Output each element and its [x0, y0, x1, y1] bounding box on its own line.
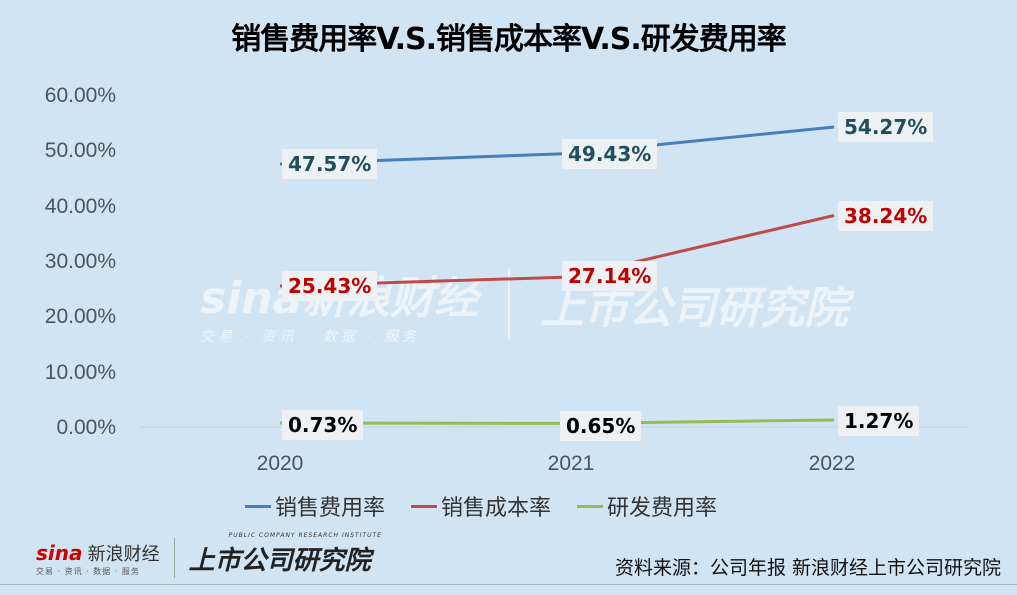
y-tick-label: 10.00% [44, 361, 116, 384]
data-label-sales-cost-2021: 27.14% [562, 261, 658, 291]
data-label-sales-cost-2022: 38.24% [838, 201, 934, 231]
data-label-sales-expense-2021: 49.43% [562, 139, 658, 169]
watermark-separator [508, 269, 511, 339]
legend-swatch-icon [577, 504, 604, 508]
legend-item-rd-expense[interactable]: 研发费用率 [577, 490, 717, 522]
data-label-sales-cost-2020: 25.43% [282, 271, 378, 301]
chart-title: 销售费用率V.S.销售成本率V.S.研发费用率 [231, 22, 787, 57]
x-tick-label: 2021 [547, 452, 595, 475]
data-label-sales-expense-2022: 54.27% [838, 112, 934, 142]
legend-swatch-icon [245, 504, 271, 508]
x-tick-label: 2020 [256, 452, 304, 475]
y-tick-label: 30.00% [44, 250, 116, 273]
legend-item-sales-expense[interactable]: 销售费用率 [245, 490, 385, 522]
sina-finance-logo: sina 新浪财经 交易 · 资讯 · 数据 · 服务 [36, 540, 160, 576]
logo-separator [173, 538, 175, 578]
legend-swatch-icon [411, 504, 438, 508]
research-institute-logo: PUBLIC COMPANY RESEARCH INSTITUTE 上市公司研究… [188, 531, 382, 576]
data-label-rd-expense-2021: 0.65% [560, 411, 642, 441]
y-tick-label: 60.00% [44, 84, 116, 107]
y-tick-label: 50.00% [44, 139, 116, 162]
y-tick-label: 40.00% [44, 195, 116, 218]
footer-divider [0, 584, 1017, 585]
legend-item-sales-cost[interactable]: 销售成本率 [411, 490, 551, 522]
y-tick-label: 20.00% [44, 305, 116, 328]
footer-logos: sina 新浪财经 交易 · 资讯 · 数据 · 服务 PUBLIC COMPA… [36, 531, 382, 578]
watermark-institute: 上市公司研究院 [540, 283, 849, 334]
source-note: 资料来源：公司年报 新浪财经上市公司研究院 [614, 557, 1001, 579]
x-tick-label: 2022 [808, 452, 856, 475]
y-tick-label: 0.00% [56, 416, 116, 439]
data-label-rd-expense-2020: 0.73% [282, 410, 364, 440]
chart-legend: 销售费用率 销售成本率 研发费用率 [245, 490, 717, 522]
data-label-rd-expense-2022: 1.27% [838, 406, 920, 436]
data-label-sales-expense-2020: 47.57% [282, 149, 378, 179]
sina-eye-logo-icon: sina [36, 540, 83, 565]
